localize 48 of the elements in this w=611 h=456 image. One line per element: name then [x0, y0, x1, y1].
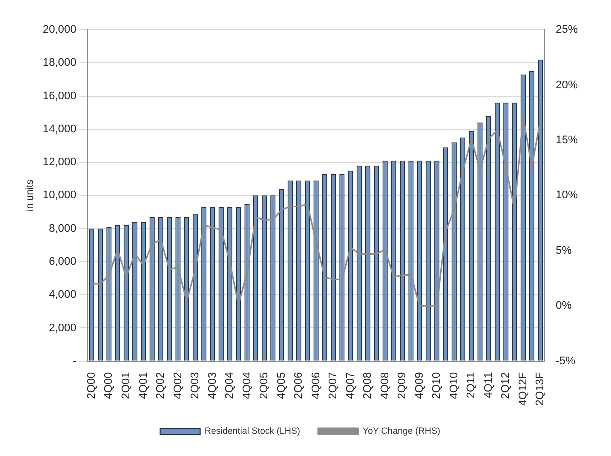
y-tick-label: 8,000	[49, 222, 77, 235]
y-tick-label: 2,000	[49, 322, 77, 334]
x-tick-label: 4Q10	[448, 372, 460, 400]
legend-label: YoY Change (RHS)	[362, 426, 440, 436]
x-tick-label: 2Q07	[328, 372, 340, 400]
y2-tick-label: -5%	[556, 355, 576, 368]
y-tick-label: 12,000	[42, 156, 77, 169]
y2-tick-label: 15%	[556, 134, 578, 146]
x-tick-label: 4Q08	[379, 372, 392, 400]
x-tick-label: 2Q03	[190, 372, 202, 400]
x-tick-label: 4Q05	[276, 372, 288, 400]
y2-tick-label: 20%	[556, 79, 578, 92]
x-tick-label: 2Q06	[293, 372, 306, 400]
y2-tick-label: 10%	[556, 190, 578, 202]
legend-label: Residential Stock (LHS)	[204, 426, 300, 436]
x-tick-label: 2Q00	[86, 372, 98, 400]
y-tick-label: 18,000	[42, 57, 77, 70]
x-tick-label: 2Q09	[396, 372, 409, 400]
x-tick-label: 2Q02	[155, 372, 168, 400]
y2-tick-label: 25%	[556, 24, 578, 36]
x-tick-label: 4Q11	[482, 372, 495, 398]
x-tick-label: 2Q13F	[534, 372, 547, 406]
x-tick-label: 2Q04	[224, 372, 236, 400]
x-tick-label: 4Q07	[344, 372, 357, 400]
x-tick-label: 2Q05	[258, 372, 271, 400]
x-tick-label: 2Q12	[500, 372, 512, 400]
y2-tick-label: 0%	[556, 300, 572, 312]
y-axis-title: in units	[24, 180, 36, 212]
x-tick-label: 2Q11	[466, 372, 478, 398]
x-tick-label: 2Q08	[362, 372, 374, 400]
x-tick-label: 4Q01	[138, 372, 150, 400]
x-tick-label: 2Q10	[431, 372, 444, 400]
x-tick-label: 4Q06	[310, 372, 322, 400]
x-tick-label: 4Q00	[103, 372, 116, 400]
y-tick-label: 20,000	[42, 24, 77, 36]
y-tick-label: -	[72, 355, 77, 368]
y2-tick-label: 5%	[556, 244, 572, 257]
x-tick-label: 4Q09	[414, 372, 426, 400]
y-tick-label: 4,000	[49, 289, 77, 302]
x-tick-label: 4Q12F	[517, 372, 530, 406]
x-tick-label: 4Q04	[241, 372, 254, 400]
x-tick-label: 4Q03	[206, 372, 219, 400]
x-tick-label: 2Q01	[120, 372, 133, 400]
y-tick-label: 16,000	[42, 90, 77, 102]
x-tick-label: 4Q02	[172, 372, 184, 400]
y-tick-label: 6,000	[49, 256, 77, 268]
y-tick-label: 10,000	[42, 190, 77, 202]
y-tick-label: 14,000	[42, 123, 77, 136]
